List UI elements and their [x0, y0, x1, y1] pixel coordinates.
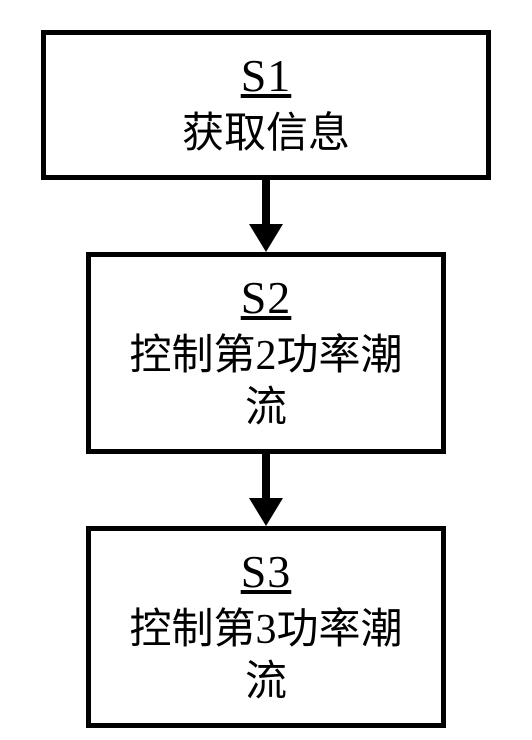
flow-node-s1: S1 获取信息: [41, 30, 491, 180]
arrow-s2-s3: [246, 454, 286, 526]
node-text-s3: 控制第3功率潮流: [111, 604, 421, 709]
arrow-s1-s2: [246, 180, 286, 252]
arrow-down-icon: [246, 454, 286, 526]
node-text-s1: 获取信息: [182, 108, 350, 161]
node-id-s2: S2: [241, 271, 292, 324]
node-text-s2: 控制第2功率潮流: [111, 330, 421, 435]
arrow-down-icon: [246, 180, 286, 252]
flow-node-s2: S2 控制第2功率潮流: [86, 252, 446, 454]
node-id-s1: S1: [241, 49, 292, 102]
flowchart-container: S1 获取信息 S2 控制第2功率潮流 S3 控制第3功率潮流: [41, 30, 491, 728]
node-id-s3: S3: [241, 545, 292, 598]
flow-node-s3: S3 控制第3功率潮流: [86, 526, 446, 728]
